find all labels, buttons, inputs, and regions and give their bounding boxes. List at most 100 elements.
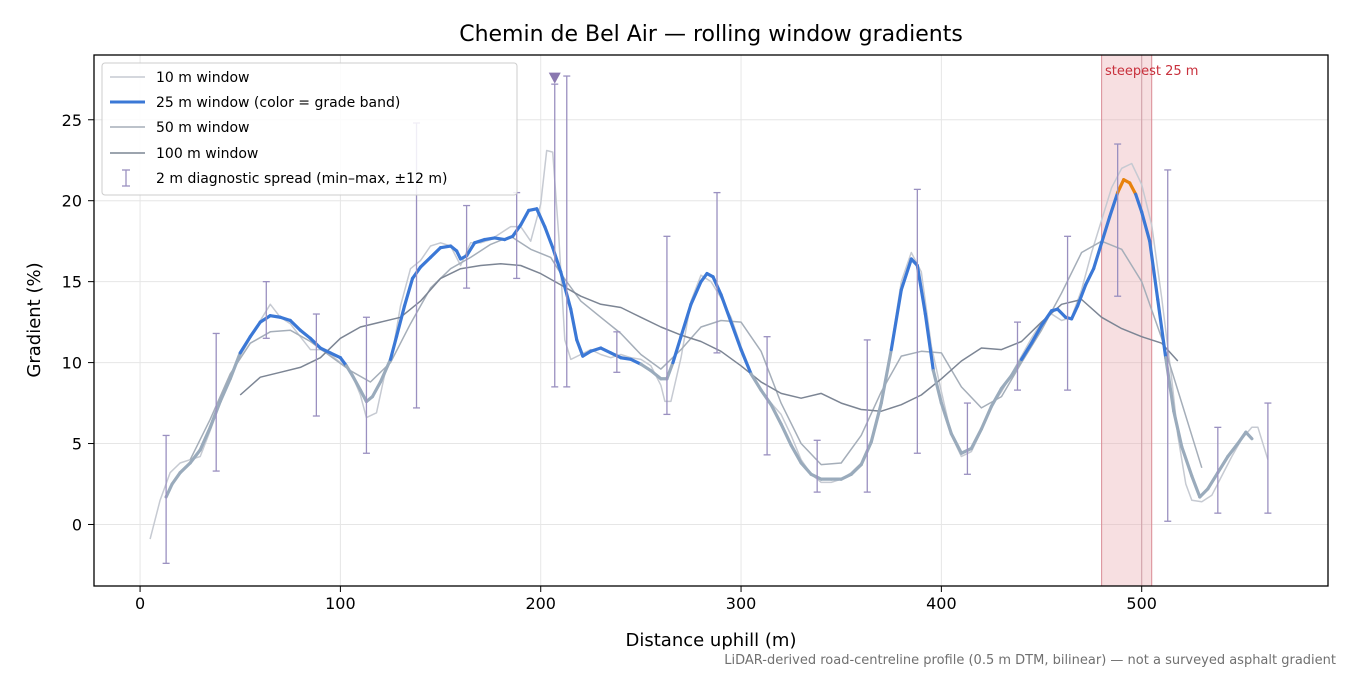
errorbar [913,188,921,454]
series-line-25m-segment [1055,307,1068,319]
series-line-25m-segment [959,446,974,455]
series-line-25m-segment [809,472,823,481]
series-line-25m-segment [671,335,683,365]
series-line-25m-segment [370,380,383,399]
series-line-25m-segment [228,351,242,381]
series-line-25m-segment [268,314,282,319]
errorbar [1064,235,1072,391]
x-tick-label: 200 [525,594,556,613]
series-line-25m-segment [559,270,573,311]
series-line-25m-segment [1116,178,1126,195]
errorbar [463,204,471,289]
series-line-25m-segment [769,403,783,426]
series-line-25m-segment [188,448,202,465]
errorbar [563,75,571,388]
series-line-25m-segment [394,304,407,339]
series-line-50m [189,235,1203,469]
series-line-25m-segment [1206,471,1220,491]
y-tick-label: 5 [72,435,82,454]
series-line-25m-segment [609,351,623,360]
series-line-25m-segment [969,427,984,450]
errorbar [663,235,671,416]
series-line-25m-segment [535,207,547,229]
peak-marker-layer [548,72,561,84]
errorbar [1164,169,1172,522]
series-line-25m-segment [599,346,613,355]
series-line-25m-segment [799,461,813,476]
series-line-25m-segment [939,401,953,436]
series-line-25m-segment [665,360,675,381]
legend-swatch-errorbar [122,169,130,187]
series-line-25m-segment [388,335,399,361]
series-line-25m-segment [739,348,753,376]
series-line-25m-segment [1236,430,1248,446]
legend-box [101,62,518,196]
series-line-25m-segment [258,314,272,324]
series-line-25m-segment [288,318,302,332]
series-line-25m-segment [1029,323,1044,345]
series-line-25m-segment [1039,309,1054,327]
series-line-25m-segment [1198,487,1210,499]
series-line-25m-segment [569,307,579,342]
series-line-25m-segment [1180,445,1194,478]
series-line-25m-segment [1084,267,1096,287]
series-line-25m-segment [1069,304,1080,321]
series-line-25m-segment [619,356,633,361]
x-axis-ticks: 0 100 200 300 400 500 [135,586,1157,613]
series-line-25m-segment [979,404,994,431]
series-line-25m-segment [699,271,709,284]
legend-label-10m: 10 m window [156,70,249,86]
series-line-25m-segment [238,335,252,355]
chart-title: Chemin de Bel Air — rolling window gradi… [459,22,963,47]
series-line-25m-segment [298,328,312,340]
x-tick-label: 300 [726,594,757,613]
x-tick-label: 400 [926,594,957,613]
series-line-25m-segment [899,257,913,292]
x-tick-label: 500 [1126,594,1157,613]
series-line-25m-segment [344,364,355,378]
series-line-25m-segment [208,399,222,429]
series-line-25m-segment [483,236,497,242]
series-line-25m-segment [543,225,555,250]
series-line-25m-segment [164,482,174,499]
legend: 10 m window 25 m window (color = grade b… [101,62,518,196]
series-line-25m-segment [1128,181,1138,196]
series-line-25m-segment [308,336,322,350]
series-line-25m-segment [170,471,182,486]
errorbar [713,191,721,354]
y-tick-label: 25 [62,111,82,130]
series-line-25m-segment [178,461,192,475]
series-line-25m-segment [318,346,332,355]
series-line-25m-segment [789,443,803,465]
x-tick-label: 0 [135,594,145,613]
errorbar [1214,426,1222,514]
errorbar [963,402,971,475]
series-line-25m-segment [519,208,531,227]
series-line-25m-segment [989,386,1004,408]
series-line-25m-segment [1140,210,1152,243]
series-line-25m-segment [1100,215,1112,245]
series-line-25m-segment [1075,283,1088,308]
y-axis-ticks: 0 5 10 15 20 25 [62,111,94,534]
series-line-25m-segment [465,241,477,258]
series-line-25m-segment [575,338,585,358]
series-line-25m-segment [350,373,363,392]
series-line-25m-segment [879,348,893,405]
series-line-25m-segment [1190,474,1202,499]
errorbar [551,83,559,388]
errorbar-layer [162,75,1272,564]
series-line-25m-segment [1226,441,1240,459]
series-line-25m-segment [931,369,943,405]
series-line-25m-segment [679,302,693,339]
errorbar [1264,402,1272,514]
series-line-25m-segment [358,388,369,404]
plot-frame [93,54,1329,587]
errorbar [813,439,821,493]
series-line-25m-segment [759,388,773,407]
series-line-25m-segment [438,244,453,250]
series-line-25m-segment [428,246,443,259]
series-line-25m-segment [999,373,1014,391]
series-line-25m-segment [589,346,603,353]
y-tick-label: 15 [62,273,82,292]
